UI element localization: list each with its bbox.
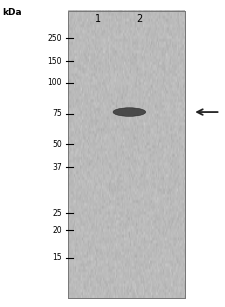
Ellipse shape <box>113 108 146 116</box>
Text: 100: 100 <box>47 78 62 87</box>
Text: 20: 20 <box>52 226 62 235</box>
Text: 150: 150 <box>47 57 62 66</box>
Bar <box>68 11 184 298</box>
Text: 50: 50 <box>52 140 62 149</box>
Bar <box>68 11 184 298</box>
Text: 25: 25 <box>52 209 62 218</box>
Text: 15: 15 <box>52 253 62 262</box>
Text: kDa: kDa <box>2 8 22 17</box>
Text: 1: 1 <box>95 14 101 24</box>
Text: 2: 2 <box>136 14 143 24</box>
Text: 37: 37 <box>52 163 62 172</box>
Text: 250: 250 <box>47 34 62 43</box>
Text: 75: 75 <box>52 109 62 118</box>
